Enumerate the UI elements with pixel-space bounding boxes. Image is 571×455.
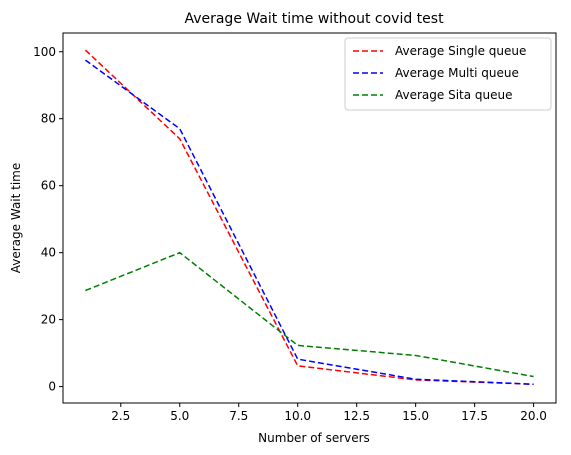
legend-label: Average Single queue — [395, 44, 526, 58]
series-layer — [84, 49, 534, 385]
y-axis-label: Average Wait time — [9, 163, 23, 274]
series-line-2 — [84, 59, 534, 385]
plot-frame — [62, 32, 557, 404]
y-tick-label: 20 — [41, 313, 56, 327]
x-tick-label: 17.5 — [461, 409, 488, 423]
y-tick-label: 40 — [41, 246, 56, 260]
chart-title: Average Wait time without covid test — [184, 11, 444, 27]
x-tick-label: 10.0 — [284, 409, 311, 423]
legend-box — [344, 37, 552, 111]
x-axis: 2.5 5.0 7.5 10.0 12.5 15.0 17.5 20.0 — [111, 403, 547, 423]
x-tick-label: 12.5 — [343, 409, 370, 423]
series-line-3 — [85, 251, 534, 378]
y-tick-label: 100 — [33, 45, 56, 59]
y-tick-label: 60 — [41, 179, 56, 193]
x-axis-label: Number of servers — [258, 431, 370, 445]
x-tick-label: 2.5 — [111, 409, 130, 423]
x-tick-label: 15.0 — [402, 409, 429, 423]
x-tick-label: 20.0 — [520, 409, 547, 423]
y-axis: 0 20 40 60 80 100 — [33, 45, 63, 394]
legend-label: Average Multi queue — [395, 66, 519, 80]
y-tick-label: 0 — [48, 380, 56, 394]
x-tick-label: 5.0 — [170, 409, 189, 423]
x-tick-label: 7.5 — [229, 409, 248, 423]
legend-label: Average Sita queue — [395, 88, 513, 102]
legend: Average Single queue Average Multi queue A… — [344, 37, 552, 111]
plot-area — [62, 32, 557, 404]
y-tick-label: 80 — [41, 112, 56, 126]
